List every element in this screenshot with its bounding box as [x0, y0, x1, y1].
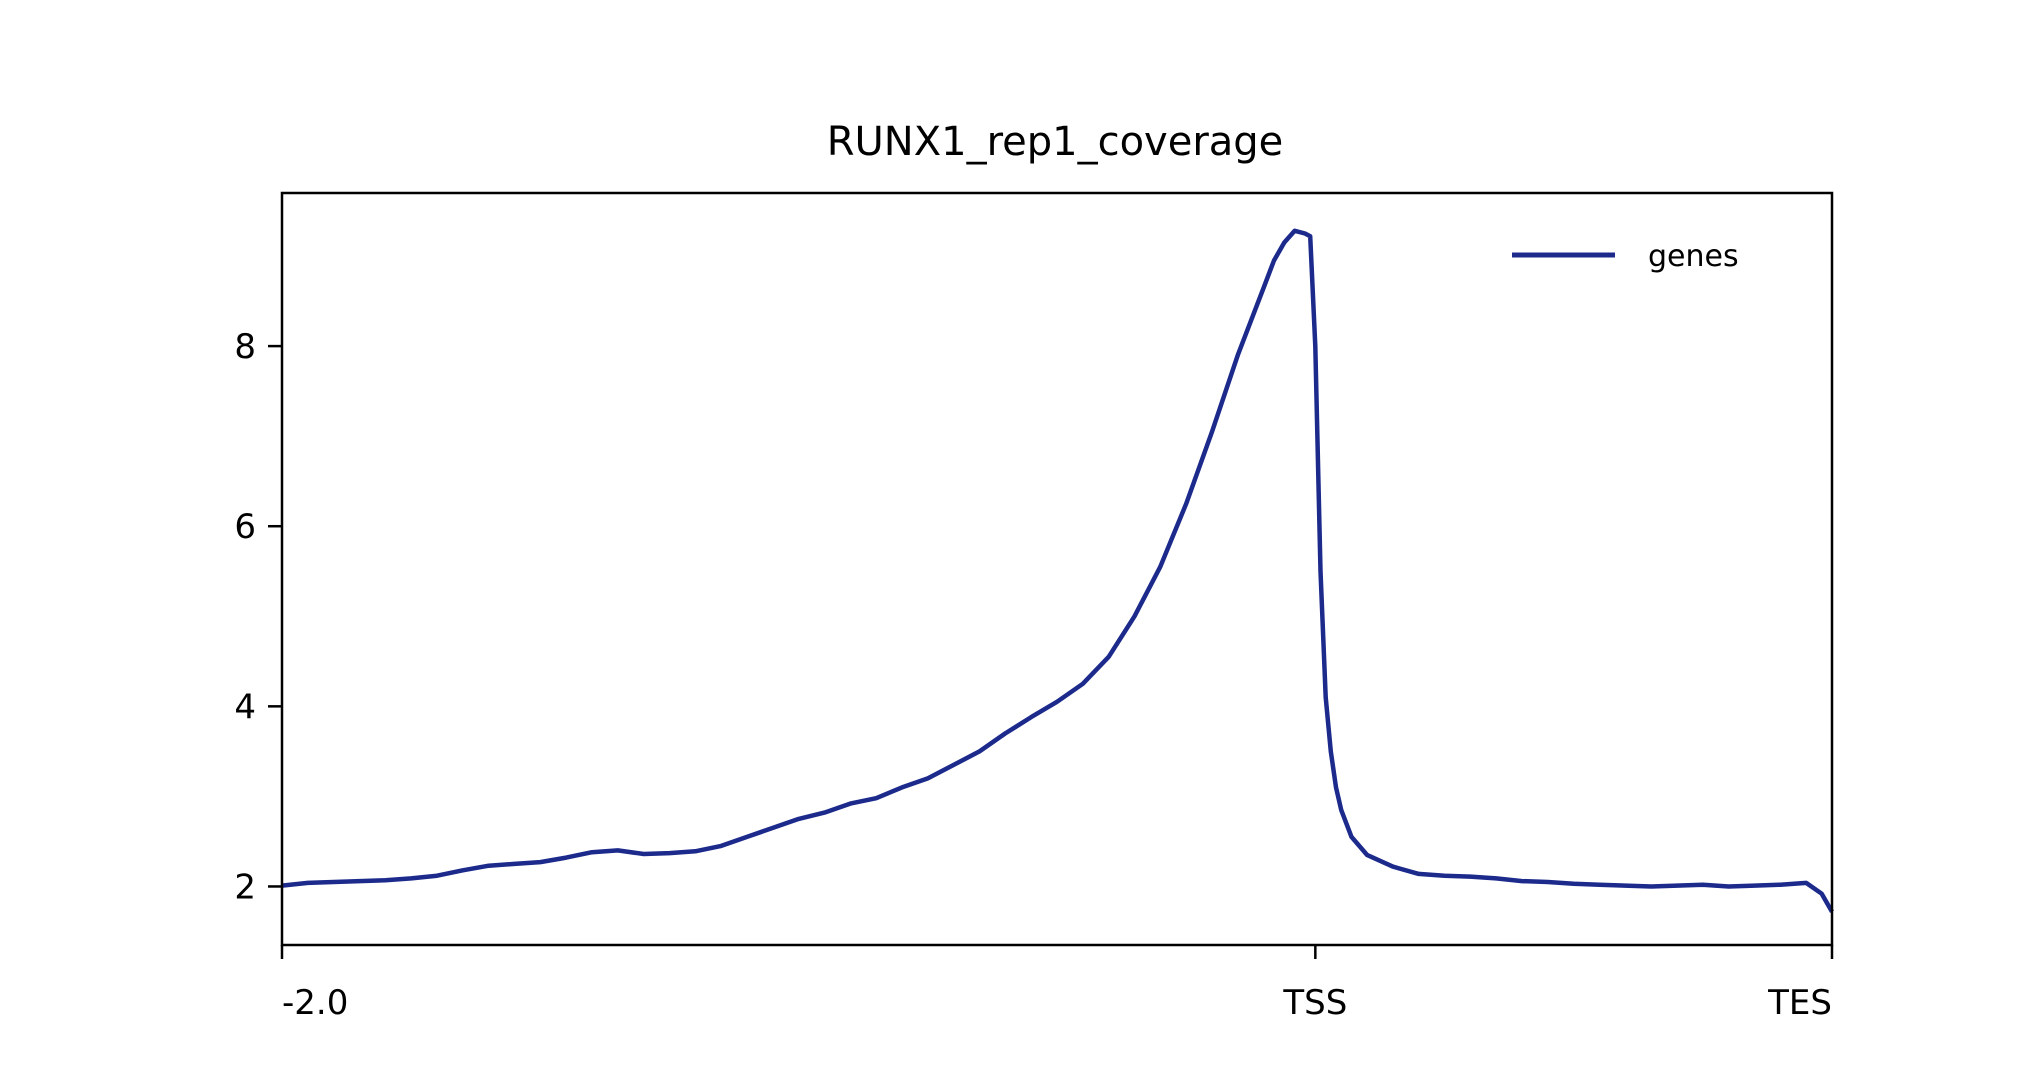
y-tick-label-8: 8 [234, 327, 256, 367]
x-tick-label--2.0: -2.0 [282, 983, 348, 1023]
x-tick-label-TES: TES [1767, 983, 1832, 1023]
chart-title: RUNX1_rep1_coverage [827, 119, 1284, 165]
plot-area [281, 228, 1834, 913]
x-tick-label-TSS: TSS [1282, 983, 1347, 1023]
y-tick-label-6: 6 [234, 507, 256, 547]
axes: 2 4 6 8 -2.0 TSS TES [234, 191, 1834, 1023]
legend-label-genes: genes [1648, 239, 1739, 274]
legend: genes [1512, 239, 1739, 274]
y-tick-label-2: 2 [234, 867, 256, 907]
y-tick-label-4: 4 [234, 687, 256, 727]
series-line-genes [281, 228, 1834, 913]
plot-frame [280, 191, 1834, 947]
